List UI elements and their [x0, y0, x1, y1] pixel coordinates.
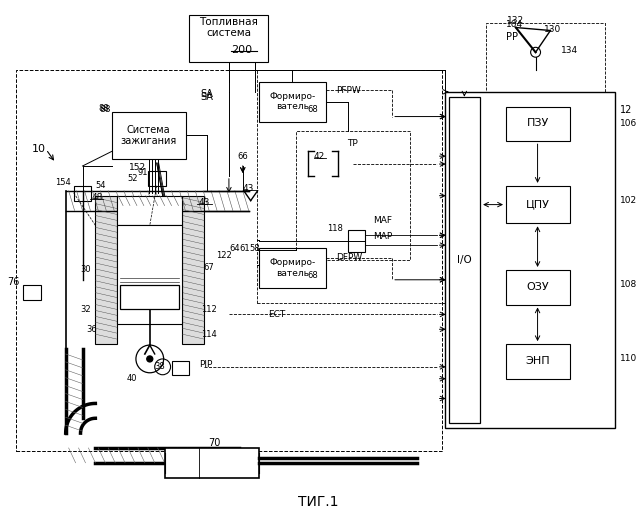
Bar: [148, 171, 166, 186]
Bar: [95, 196, 117, 344]
Text: 88: 88: [100, 105, 111, 114]
Circle shape: [147, 356, 153, 362]
Bar: [182, 196, 204, 344]
Bar: [120, 285, 179, 309]
Bar: [506, 344, 570, 379]
Text: 32: 32: [81, 305, 92, 314]
Text: 67: 67: [204, 264, 214, 272]
Text: 106: 106: [620, 119, 637, 128]
Text: PFPW: PFPW: [336, 86, 360, 95]
Bar: [172, 361, 189, 375]
Text: 152: 152: [129, 163, 146, 173]
Text: Формиро-
ватель: Формиро- ватель: [269, 92, 316, 111]
Text: 40: 40: [127, 374, 137, 383]
Text: 112: 112: [201, 305, 217, 314]
Text: ЦПУ: ЦПУ: [525, 200, 550, 210]
Text: Система
зажигания: Система зажигания: [121, 125, 177, 146]
Text: 61: 61: [239, 244, 250, 253]
Text: ΤИГ.1: ΤИГ.1: [298, 496, 338, 510]
Bar: [189, 15, 269, 62]
Text: ЭНП: ЭНП: [525, 356, 550, 366]
Text: 58: 58: [250, 244, 260, 253]
Text: 76: 76: [7, 277, 19, 287]
Bar: [506, 186, 570, 224]
Text: MAP: MAP: [373, 232, 392, 241]
Text: 122: 122: [216, 251, 232, 259]
Text: Топливная
система: Топливная система: [200, 17, 259, 38]
Bar: [506, 270, 570, 305]
Text: 68: 68: [308, 105, 318, 114]
Text: PP: PP: [506, 32, 518, 43]
Text: I/O: I/O: [457, 255, 472, 265]
Bar: [449, 97, 480, 423]
Text: ECT: ECT: [269, 310, 285, 319]
Text: 54: 54: [95, 181, 106, 190]
Text: 104: 104: [506, 20, 523, 29]
Text: 52: 52: [128, 174, 138, 184]
Bar: [117, 225, 182, 324]
Text: 12: 12: [620, 105, 632, 114]
Text: 110: 110: [620, 355, 637, 363]
Text: 36: 36: [86, 325, 97, 334]
Text: 43: 43: [198, 198, 210, 207]
Text: SA: SA: [201, 89, 214, 99]
Text: 134: 134: [561, 46, 579, 55]
Text: ПЗУ: ПЗУ: [527, 119, 548, 128]
Text: DFPW: DFPW: [336, 253, 362, 262]
Text: 43: 43: [243, 184, 254, 193]
Text: SA: SA: [201, 92, 214, 102]
Text: 66: 66: [237, 152, 248, 161]
Text: 108: 108: [620, 280, 637, 289]
Text: 154: 154: [55, 178, 70, 187]
Bar: [486, 22, 605, 92]
Text: 132: 132: [508, 16, 524, 25]
Text: Формиро-
ватель: Формиро- ватель: [269, 258, 316, 278]
Bar: [117, 196, 182, 225]
Bar: [16, 70, 442, 451]
Bar: [259, 82, 326, 122]
Bar: [257, 70, 445, 303]
Bar: [164, 448, 259, 478]
Text: 91: 91: [138, 168, 148, 177]
Bar: [296, 132, 410, 260]
Text: 38: 38: [154, 362, 165, 371]
Text: 118: 118: [327, 224, 342, 233]
Text: 88: 88: [99, 104, 109, 113]
Text: ОЗУ: ОЗУ: [526, 282, 549, 292]
Text: 30: 30: [81, 265, 92, 275]
Bar: [259, 248, 326, 288]
Text: 68: 68: [308, 271, 318, 280]
Text: MAF: MAF: [373, 216, 392, 225]
Text: 10: 10: [32, 144, 46, 154]
Bar: [112, 112, 186, 159]
Text: 42: 42: [314, 152, 324, 161]
Text: 70: 70: [208, 438, 220, 448]
Text: 64: 64: [230, 244, 240, 253]
Text: 114: 114: [201, 330, 217, 339]
Text: TP: TP: [347, 139, 357, 148]
Text: 200: 200: [231, 45, 252, 55]
Bar: [445, 92, 615, 428]
Bar: [348, 230, 365, 252]
Bar: [74, 186, 92, 201]
Text: 102: 102: [620, 196, 637, 205]
Bar: [506, 107, 570, 141]
Text: 130: 130: [543, 25, 561, 34]
Text: PIP: PIP: [199, 360, 212, 369]
Text: 48: 48: [92, 193, 103, 202]
Bar: [23, 285, 41, 300]
